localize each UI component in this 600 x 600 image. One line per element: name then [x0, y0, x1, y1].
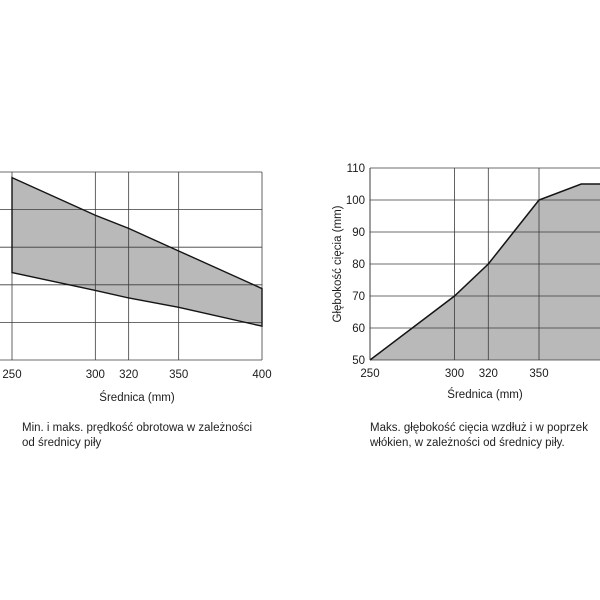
depth-chart-caption-line2: włókien, w zależności od średnicy piły.	[370, 437, 565, 450]
svg-text:70: 70	[352, 291, 365, 303]
rpm-vs-diameter-chart: 250 300 320 350 400 Średnica (mm)	[0, 171, 272, 404]
svg-text:250: 250	[2, 369, 21, 381]
svg-text:80: 80	[352, 259, 365, 271]
svg-text:320: 320	[119, 369, 138, 381]
rpm-chart-caption-line1: Min. i maks. prędkość obrotowa w zależno…	[22, 422, 253, 434]
cutting-depth-vs-diameter-chart: 50 60 70 80 90 100 110 250 300 320 350 Średnica (mm…	[332, 163, 600, 401]
svg-text:60: 60	[352, 323, 365, 335]
svg-text:Średnica (mm): Średnica (mm)	[99, 391, 175, 404]
svg-text:300: 300	[445, 368, 464, 380]
svg-text:50: 50	[352, 355, 365, 367]
svg-text:Średnica (mm): Średnica (mm)	[447, 388, 523, 401]
rpm-chart-caption-line2: od średnicy piły	[22, 437, 102, 450]
rpm-chart-caption: Min. i maks. prędkość obrotowa w zależno…	[22, 421, 252, 452]
svg-text:90: 90	[352, 227, 365, 239]
svg-text:300: 300	[86, 369, 105, 381]
depth-chart-caption-line1: Maks. głębokość cięcia wzdłuż i w poprze…	[370, 422, 588, 434]
svg-text:100: 100	[346, 195, 365, 207]
svg-text:400: 400	[252, 369, 271, 381]
svg-text:350: 350	[529, 368, 548, 380]
svg-text:320: 320	[479, 368, 498, 380]
svg-text:110: 110	[347, 163, 365, 175]
svg-text:350: 350	[169, 369, 188, 381]
depth-chart-caption: Maks. głębokość cięcia wzdłuż i w poprze…	[370, 421, 588, 452]
svg-text:250: 250	[360, 368, 379, 380]
svg-text:Głębokość cięcia (mm): Głębokość cięcia (mm)	[332, 205, 344, 322]
